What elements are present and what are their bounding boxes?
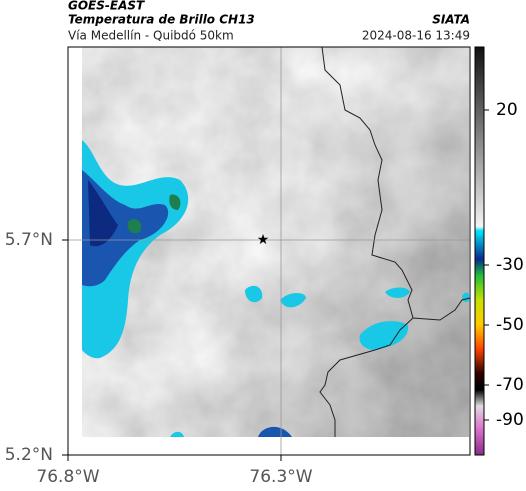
timestamp: 2024-08-16 13:49 [362,29,470,43]
borders [319,46,471,437]
title: GOES-EAST [68,0,145,13]
lat-label: 5.2°N [5,445,53,465]
colorbar-label: 20 [496,100,518,120]
colorbar-label: -70 [496,375,524,395]
colorbar-label: -30 [496,255,524,275]
lon-label: 76.3°W [249,467,312,487]
source: SIATA [432,13,470,27]
subtitle: Temperatura de Brillo CH13 [68,13,255,27]
route: Vía Medellín - Quibdó 50km [68,29,234,43]
colorbar-label: -50 [496,315,524,335]
map-frame [67,46,471,456]
location-marker: ★ [257,232,270,248]
lon-label: 76.8°W [36,467,99,487]
colorbar [474,46,485,456]
lat-label: 5.7°N [5,230,53,250]
colorbar-label: -90 [496,410,524,430]
satellite-image [82,47,469,437]
